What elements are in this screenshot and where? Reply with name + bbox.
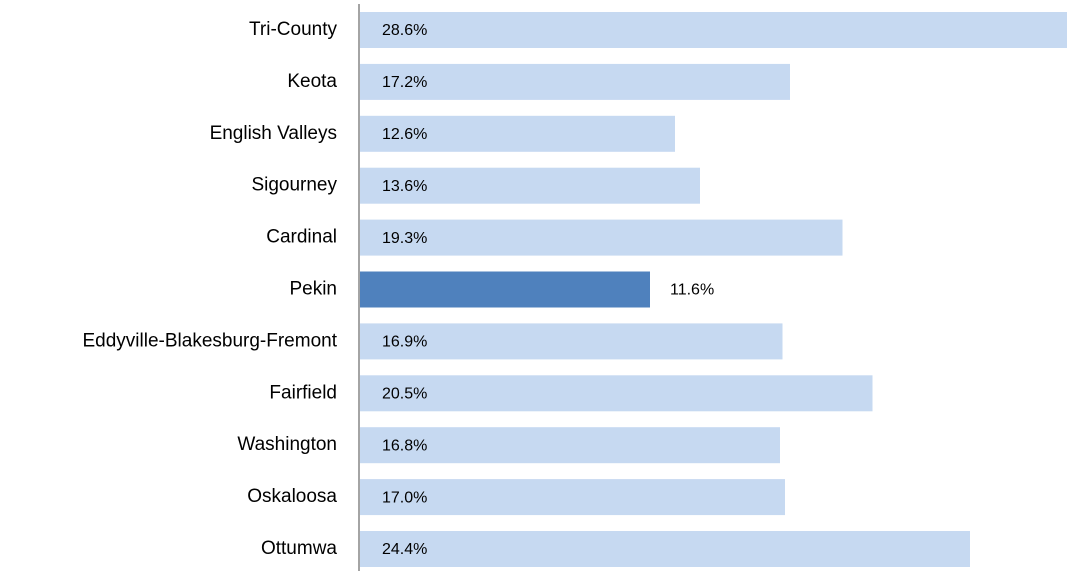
y-tick-label: Eddyville-Blakesburg-Fremont xyxy=(83,330,338,351)
bar xyxy=(360,323,783,360)
bar xyxy=(360,531,970,567)
value-label: 16.8% xyxy=(382,437,427,454)
value-label: 17.2% xyxy=(382,74,427,91)
bar xyxy=(360,219,843,256)
y-tick-label: Ottumwa xyxy=(261,538,337,559)
y-tick-label: Pekin xyxy=(289,279,337,300)
y-tick-label: Fairfield xyxy=(269,382,337,403)
bar xyxy=(360,479,785,516)
y-tick-label: English Valleys xyxy=(210,123,337,144)
y-tick-label: Sigourney xyxy=(251,175,337,196)
y-tick-label: Washington xyxy=(237,434,337,455)
value-label: 28.6% xyxy=(382,22,427,39)
bar xyxy=(360,167,700,204)
value-label: 19.3% xyxy=(382,230,427,247)
bar xyxy=(360,427,780,464)
value-label: 24.4% xyxy=(382,541,427,558)
value-label: 16.9% xyxy=(382,334,427,351)
y-tick-label: Tri-County xyxy=(249,19,337,40)
y-tick-label: Cardinal xyxy=(266,227,337,248)
y-tick-label: Oskaloosa xyxy=(247,486,337,507)
value-label: 20.5% xyxy=(382,386,427,403)
bar xyxy=(360,12,1067,48)
y-tick-label: Keota xyxy=(287,71,337,92)
bar xyxy=(360,375,873,412)
bar xyxy=(360,115,675,152)
bar xyxy=(360,63,790,100)
bar xyxy=(360,271,650,308)
value-label: 13.6% xyxy=(382,178,427,195)
value-label: 11.6% xyxy=(670,282,714,299)
value-label: 12.6% xyxy=(382,126,427,143)
value-label: 17.0% xyxy=(382,489,427,506)
